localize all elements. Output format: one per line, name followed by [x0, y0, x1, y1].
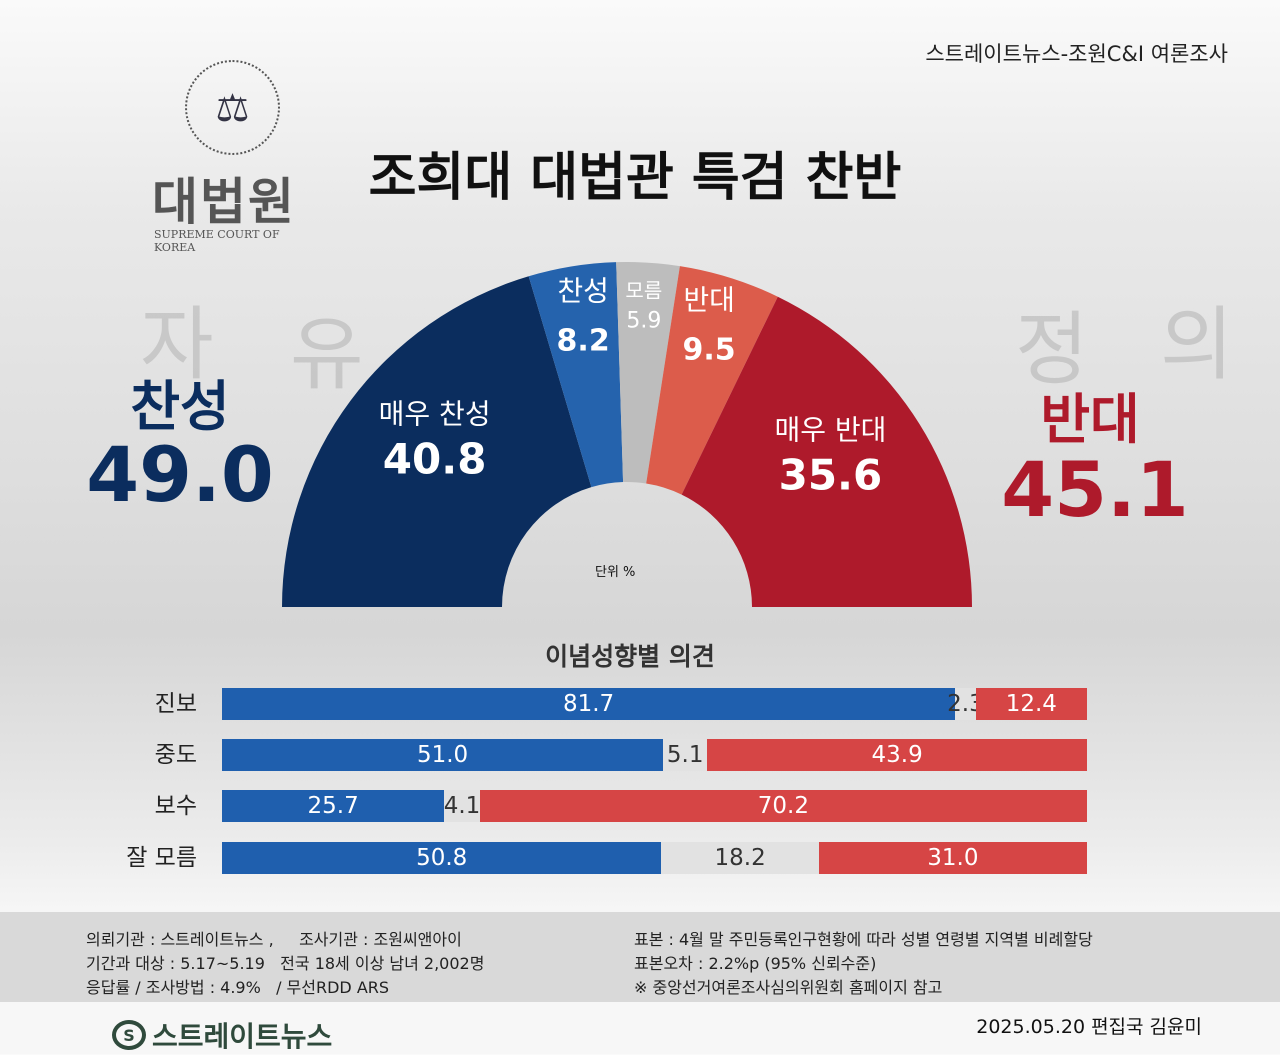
- bar-segment: 43.9: [707, 739, 1087, 771]
- half-donut-chart: 매우 찬성 40.8 찬성 8.2 모름 5.9 반대 9.5 매우 반대 35.6: [282, 261, 972, 607]
- donut-category-label: 모름: [625, 279, 662, 303]
- bar-category-label: 중도: [154, 742, 197, 768]
- bar-segment: 4.1: [444, 790, 480, 822]
- stacked-bar: 50.8 18.2 31.0: [222, 842, 1087, 874]
- donut-category-label: 찬성: [557, 275, 609, 308]
- bg-text: 유: [290, 308, 364, 401]
- oppose-label: 반대: [1040, 388, 1140, 451]
- bar-segment: 50.8: [222, 842, 662, 874]
- bar-category-label: 보수: [154, 793, 197, 819]
- bar-segment: 18.2: [661, 842, 819, 874]
- unit-label: 단위 %: [595, 565, 636, 580]
- brand-s-icon: S: [112, 1020, 146, 1050]
- footer-line: 응답률 / 조사방법 : 4.9% / 무선RDD ARS: [86, 978, 390, 997]
- footer-info: 의뢰기관 : 스트레이트뉴스 , 조사기관 : 조원씨앤아이 기간과 대상 : …: [0, 912, 1280, 1002]
- bar-segment: 31.0: [818, 842, 1087, 874]
- donut-category-label: 매우 찬성: [379, 398, 491, 431]
- donut-slice-4: [681, 296, 972, 607]
- donut-value-label: 40.8: [383, 435, 487, 484]
- bg-text: 정: [1015, 303, 1089, 396]
- footer-line: 표본 : 4월 말 주민등록인구현황에 따라 성별 연령별 지역별 비례할당: [634, 930, 1093, 949]
- bar-segment: 5.1: [663, 739, 708, 771]
- scales-of-justice-icon: ⚖: [185, 60, 280, 155]
- bar-segment: 12.4: [975, 688, 1087, 720]
- bar-chart-title: 이념성향별 의견: [545, 642, 715, 671]
- favor-total: 49.0: [86, 430, 274, 519]
- bar-segment: 2.3: [947, 688, 984, 720]
- bar-segment: 51.0: [222, 739, 664, 771]
- footer-line: ※ 중앙선거여론조사심의위원회 홈페이지 참고: [634, 978, 943, 997]
- footer-line: 의뢰기관 : 스트레이트뉴스 , 조사기관 : 조원씨앤아이: [86, 930, 462, 949]
- donut-slice-0: [282, 276, 592, 607]
- bar-category-label: 진보: [154, 691, 197, 717]
- bar-segment: 70.2: [479, 790, 1087, 822]
- bar-category-label: 잘 모름: [126, 845, 197, 871]
- bg-text: 의: [1160, 298, 1234, 391]
- donut-value-label: 5.9: [626, 309, 661, 334]
- donut-category-label: 반대: [683, 284, 735, 317]
- logo-name-kr: 대법원: [152, 173, 296, 231]
- bar-row: 잘 모름 50.8 18.2 31.0: [0, 842, 1280, 874]
- stacked-bar: 51.0 5.1 43.9: [222, 739, 1087, 771]
- stacked-bar: 25.7 4.1 70.2: [222, 790, 1087, 822]
- brand-logo: S 스트레이트뉴스: [112, 1015, 332, 1055]
- donut-value-label: 8.2: [557, 324, 610, 359]
- survey-source: 스트레이트뉴스-조원C&I 여론조사: [925, 42, 1228, 66]
- footer-line: 표본오차 : 2.2%p (95% 신뢰수준): [634, 954, 877, 973]
- bar-segment: 81.7: [222, 688, 956, 720]
- stacked-bar: 81.7 2.3 12.4: [222, 688, 1087, 720]
- page-title: 조희대 대법관 특검 찬반: [368, 148, 902, 208]
- donut-slice-3: [646, 266, 778, 495]
- bar-row: 진보 81.7 2.3 12.4: [0, 688, 1280, 720]
- donut-value-label: 9.5: [683, 333, 736, 368]
- bar-row: 보수 25.7 4.1 70.2: [0, 790, 1280, 822]
- bar-row: 중도 51.0 5.1 43.9: [0, 739, 1280, 771]
- oppose-total: 45.1: [1001, 445, 1189, 534]
- donut-value-label: 35.6: [779, 451, 883, 500]
- favor-label: 찬성: [130, 375, 230, 438]
- donut-slice-1: [528, 262, 624, 488]
- supreme-court-logo: ⚖ 대법원 SUPREME COURT OF KOREA: [150, 60, 315, 254]
- donut-slice-2: [616, 261, 680, 484]
- brand-name: 스트레이트뉴스: [152, 1020, 333, 1053]
- bar-segment: 25.7: [222, 790, 445, 822]
- bg-text: 자: [140, 298, 214, 391]
- credit: 2025.05.20 편집국 김윤미: [976, 1016, 1202, 1038]
- donut-category-label: 매우 반대: [774, 414, 886, 447]
- logo-name-en: SUPREME COURT OF KOREA: [154, 228, 280, 254]
- footer-line: 기간과 대상 : 5.17~5.19 전국 18세 이상 남녀 2,002명: [86, 954, 485, 973]
